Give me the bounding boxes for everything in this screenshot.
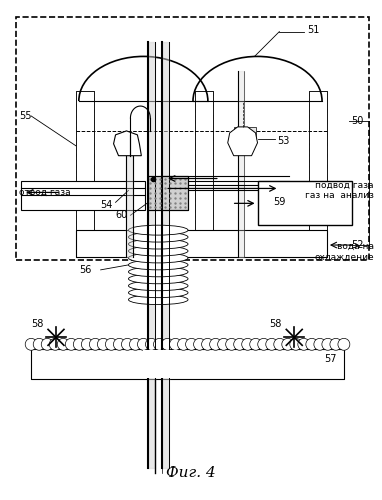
Circle shape	[41, 338, 53, 350]
Circle shape	[97, 338, 109, 350]
Ellipse shape	[128, 260, 188, 270]
Circle shape	[330, 338, 342, 350]
Circle shape	[138, 338, 149, 350]
Bar	[76, 230, 327, 257]
Bar	[31, 350, 344, 379]
Text: 56: 56	[79, 265, 91, 275]
Text: вода на
охлаждение: вода на охлаждение	[314, 242, 374, 262]
Circle shape	[274, 338, 286, 350]
Circle shape	[314, 338, 326, 350]
Bar	[76, 91, 94, 230]
Text: Фиг. 4: Фиг. 4	[166, 466, 216, 480]
Bar	[16, 16, 369, 260]
Bar	[195, 91, 213, 230]
Circle shape	[250, 338, 262, 350]
Circle shape	[226, 338, 238, 350]
Polygon shape	[113, 131, 141, 156]
Ellipse shape	[128, 253, 188, 263]
Ellipse shape	[128, 232, 188, 242]
Text: 50: 50	[351, 116, 363, 126]
Circle shape	[129, 338, 141, 350]
Circle shape	[162, 338, 173, 350]
Circle shape	[154, 338, 165, 350]
Text: отвод газа: отвод газа	[19, 188, 71, 197]
Circle shape	[121, 338, 133, 350]
Bar	[148, 176, 188, 210]
Circle shape	[81, 338, 93, 350]
Ellipse shape	[128, 267, 188, 277]
Text: 52: 52	[351, 240, 363, 250]
Ellipse shape	[128, 246, 188, 256]
Circle shape	[57, 338, 69, 350]
Circle shape	[170, 338, 181, 350]
Circle shape	[89, 338, 101, 350]
Circle shape	[202, 338, 214, 350]
Text: 53: 53	[277, 136, 290, 146]
Circle shape	[194, 338, 206, 350]
Text: 51: 51	[307, 24, 319, 34]
Text: подвод газа
газ на  анализ: подвод газа газ на анализ	[305, 180, 374, 200]
Ellipse shape	[128, 274, 188, 284]
Circle shape	[218, 338, 230, 350]
Circle shape	[210, 338, 222, 350]
Polygon shape	[228, 127, 257, 156]
Text: 59: 59	[273, 198, 285, 207]
Text: 54: 54	[101, 200, 113, 210]
Bar	[21, 180, 145, 210]
Circle shape	[65, 338, 77, 350]
Text: 60: 60	[115, 210, 128, 220]
Bar	[76, 230, 327, 257]
Bar	[31, 350, 344, 379]
Circle shape	[105, 338, 117, 350]
Bar	[195, 91, 213, 230]
Circle shape	[178, 338, 189, 350]
Circle shape	[113, 338, 125, 350]
Text: 58: 58	[269, 320, 282, 330]
Ellipse shape	[128, 288, 188, 298]
Circle shape	[258, 338, 270, 350]
Text: 58: 58	[31, 320, 44, 330]
Circle shape	[25, 338, 37, 350]
Ellipse shape	[128, 294, 188, 304]
Bar	[143, 350, 178, 378]
Circle shape	[234, 338, 246, 350]
Circle shape	[266, 338, 278, 350]
Circle shape	[146, 338, 157, 350]
Text: 55: 55	[19, 111, 32, 121]
Bar	[148, 176, 188, 210]
Circle shape	[298, 338, 310, 350]
Bar	[309, 91, 327, 230]
Ellipse shape	[128, 239, 188, 249]
Circle shape	[33, 338, 45, 350]
Bar	[309, 91, 327, 230]
Circle shape	[306, 338, 318, 350]
Circle shape	[186, 338, 197, 350]
Ellipse shape	[128, 281, 188, 290]
Circle shape	[73, 338, 85, 350]
Bar	[257, 180, 352, 225]
Circle shape	[49, 338, 61, 350]
Bar	[234, 127, 256, 141]
Ellipse shape	[128, 225, 188, 235]
Circle shape	[282, 338, 294, 350]
Bar	[76, 91, 94, 230]
Circle shape	[242, 338, 254, 350]
Circle shape	[290, 338, 302, 350]
Circle shape	[322, 338, 334, 350]
Text: 57: 57	[324, 354, 337, 364]
Circle shape	[338, 338, 350, 350]
